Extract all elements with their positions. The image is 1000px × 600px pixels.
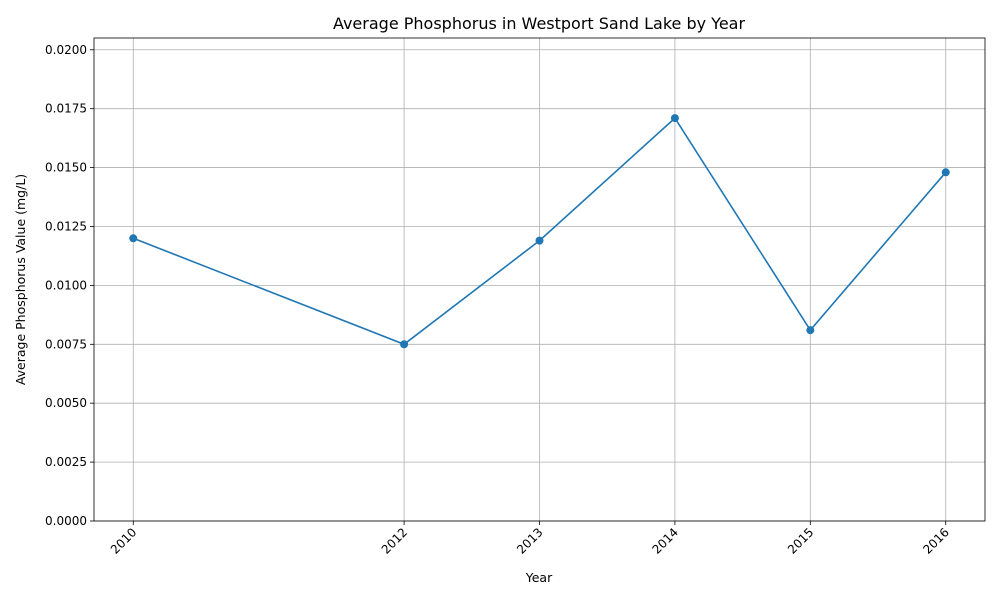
x-tick-label: 2013 <box>514 525 545 556</box>
x-axis-label: Year <box>525 570 553 585</box>
chart-title: Average Phosphorus in Westport Sand Lake… <box>333 14 746 33</box>
x-axis-ticks: 2010 2012 2013 2014 2015 2016 <box>108 521 952 557</box>
data-point <box>806 326 815 335</box>
x-tick-label: 2014 <box>650 525 681 556</box>
x-tick-label: 2012 <box>379 525 410 556</box>
grid <box>94 38 985 522</box>
data-point <box>670 114 679 123</box>
data-point <box>400 340 409 349</box>
y-tick-label: 0.0050 <box>45 396 87 410</box>
series-layer <box>129 114 950 349</box>
y-axis-label: Average Phosphorus Value (mg/L) <box>13 174 28 385</box>
y-tick-label: 0.0200 <box>45 43 87 57</box>
y-axis-ticks: 0.0000 0.0025 0.0050 0.0075 0.0100 0.0125 0.01… <box>45 43 94 528</box>
data-point <box>535 236 544 245</box>
y-tick-label: 0.0075 <box>45 337 87 351</box>
x-tick-label: 2010 <box>108 525 139 556</box>
data-point <box>129 234 138 243</box>
y-tick-label: 0.0100 <box>45 278 87 292</box>
y-tick-label: 0.0000 <box>45 514 87 528</box>
y-tick-label: 0.0175 <box>45 102 87 116</box>
x-tick-label: 2015 <box>785 525 816 556</box>
series-line <box>132 116 947 346</box>
x-tick-label: 2016 <box>920 525 951 556</box>
y-tick-label: 0.0125 <box>45 219 87 233</box>
y-tick-label: 0.0150 <box>45 161 87 175</box>
y-tick-label: 0.0025 <box>45 455 87 469</box>
data-point <box>941 168 950 177</box>
